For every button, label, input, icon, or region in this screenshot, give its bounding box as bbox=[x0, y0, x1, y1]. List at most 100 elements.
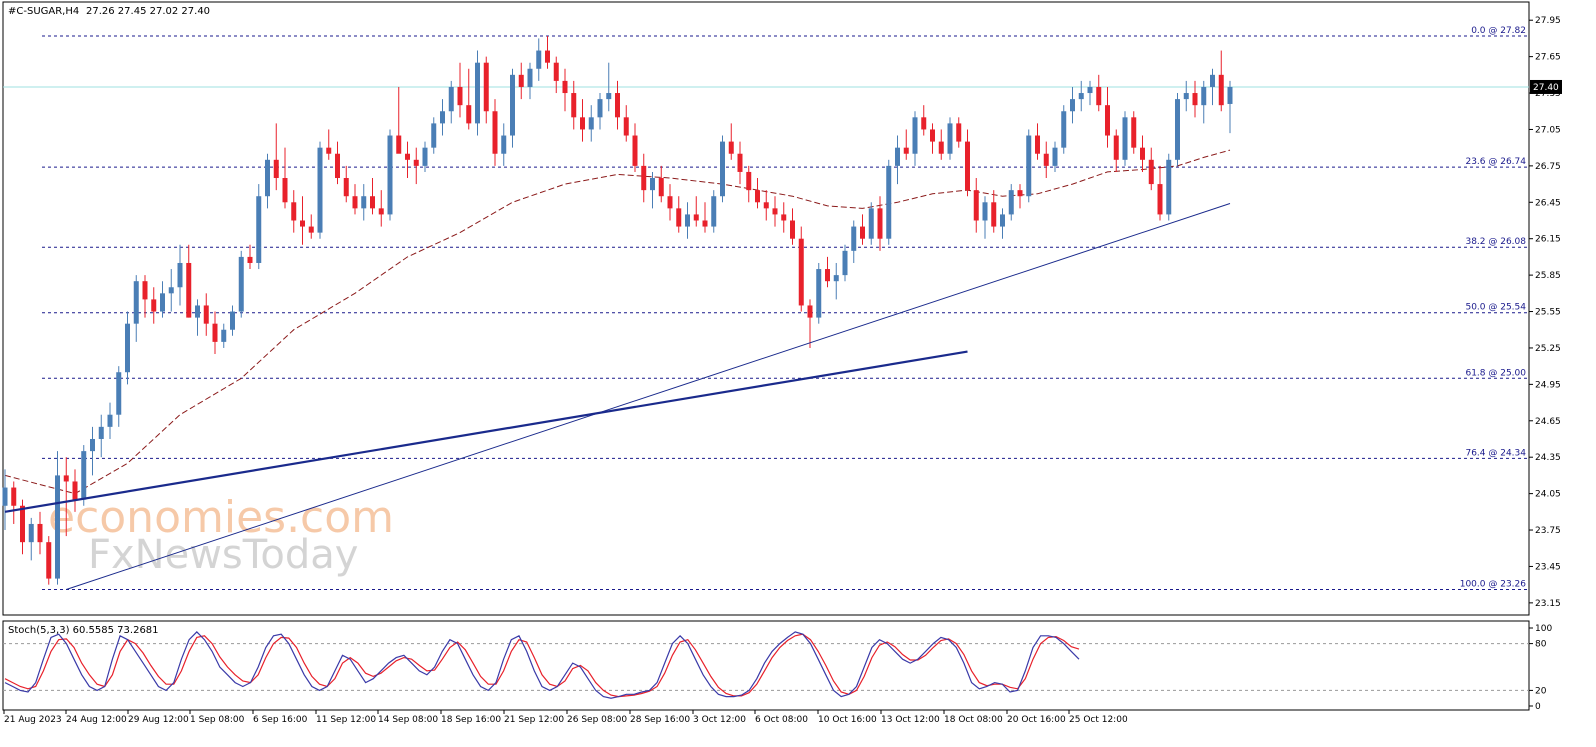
candle bbox=[755, 178, 760, 209]
candle bbox=[247, 244, 253, 270]
candle-body bbox=[466, 105, 472, 124]
candle-body bbox=[98, 426, 104, 439]
candle bbox=[1105, 86, 1110, 148]
candle bbox=[265, 153, 270, 209]
candle-body bbox=[1017, 190, 1023, 197]
candle-body bbox=[230, 311, 235, 330]
candle bbox=[273, 123, 279, 191]
candle bbox=[81, 445, 87, 506]
candle bbox=[825, 256, 830, 288]
candle-body bbox=[903, 147, 909, 154]
candle bbox=[440, 99, 445, 136]
trend-line bbox=[4, 350, 968, 513]
candle bbox=[947, 117, 953, 160]
time-tick-label: 1 Sep 08:00 bbox=[190, 715, 245, 725]
candle-body bbox=[448, 86, 454, 112]
candle bbox=[317, 141, 323, 239]
candle-body bbox=[1043, 153, 1049, 166]
candle-body bbox=[125, 323, 130, 373]
candle bbox=[483, 56, 489, 124]
candle bbox=[2, 469, 8, 531]
candle bbox=[466, 68, 472, 130]
candle bbox=[107, 402, 113, 439]
candle bbox=[492, 99, 498, 166]
time-axis: 21 Aug 2023 24 Aug 12:00 29 Aug 12:00 1 Sep… bbox=[3, 710, 1128, 725]
candle bbox=[597, 93, 603, 130]
candle-body bbox=[1008, 190, 1014, 215]
candle-body bbox=[1148, 159, 1154, 185]
candle-body bbox=[335, 153, 340, 179]
candle bbox=[518, 62, 524, 100]
time-tick-label: 21 Aug 2023 bbox=[4, 715, 62, 725]
candle-body bbox=[615, 93, 620, 118]
candle bbox=[650, 171, 655, 209]
candle bbox=[1000, 208, 1005, 239]
candle bbox=[658, 165, 664, 203]
candle-body bbox=[28, 523, 34, 543]
candle-body bbox=[1192, 93, 1198, 106]
time-tick-label: 3 Oct 12:00 bbox=[693, 715, 746, 725]
stoch-tick-label: 0 bbox=[1535, 702, 1541, 712]
candle bbox=[1017, 184, 1023, 209]
fib-level-label: 100.0 @ 23.26 bbox=[1460, 580, 1527, 590]
fib-level-label: 38.2 @ 26.08 bbox=[1465, 237, 1526, 247]
candle bbox=[711, 190, 717, 233]
candle bbox=[623, 105, 629, 142]
candle-body bbox=[90, 438, 95, 452]
candle-body bbox=[711, 196, 717, 227]
candle-body bbox=[763, 202, 769, 209]
stochastic-oscillator: 100 80 20 0 bbox=[3, 624, 1552, 712]
candle-body bbox=[133, 281, 139, 324]
candle-body bbox=[37, 523, 43, 543]
candle bbox=[300, 196, 305, 245]
candle-body bbox=[755, 190, 760, 203]
candle-body bbox=[982, 202, 988, 221]
candle-body bbox=[702, 220, 708, 227]
candle-body bbox=[868, 208, 874, 239]
candle bbox=[1175, 93, 1180, 166]
candle bbox=[860, 214, 865, 245]
candle bbox=[212, 311, 218, 355]
candle bbox=[1131, 111, 1137, 154]
price-tick-label: 25.25 bbox=[1535, 344, 1561, 354]
candle bbox=[98, 414, 104, 458]
candle bbox=[728, 123, 734, 160]
candle bbox=[562, 68, 568, 112]
candle bbox=[448, 80, 454, 124]
candle-body bbox=[1052, 147, 1058, 166]
fibonacci-levels: 0.0 @ 27.82 23.6 @ 26.74 38.2 @ 26.08 50.0 … bbox=[42, 26, 1529, 591]
stoch-signal-line bbox=[4, 633, 1080, 698]
candle-body bbox=[387, 135, 393, 215]
candle bbox=[737, 141, 743, 185]
candle bbox=[1122, 111, 1128, 166]
candle-body bbox=[405, 153, 410, 160]
price-tick-label: 25.85 bbox=[1535, 271, 1561, 281]
candle bbox=[991, 190, 997, 233]
candle bbox=[833, 262, 839, 300]
candle bbox=[457, 62, 463, 118]
candle bbox=[326, 129, 332, 160]
candle-body bbox=[965, 141, 970, 191]
candle bbox=[807, 299, 813, 348]
candle bbox=[133, 275, 139, 342]
candle-body bbox=[1227, 86, 1233, 104]
candle bbox=[536, 38, 542, 81]
candle bbox=[1035, 123, 1040, 160]
candle bbox=[1061, 105, 1067, 154]
fib-level-label: 23.6 @ 26.74 bbox=[1465, 157, 1526, 167]
candle-body bbox=[597, 99, 603, 118]
candle bbox=[895, 135, 900, 185]
candle-body bbox=[343, 178, 349, 197]
candle-body bbox=[693, 214, 699, 221]
candle bbox=[90, 426, 95, 476]
candle-body bbox=[440, 111, 445, 124]
candle-body bbox=[650, 178, 655, 191]
candle-body bbox=[1175, 99, 1180, 160]
candle bbox=[168, 269, 174, 312]
candle bbox=[965, 129, 970, 197]
candle-body bbox=[790, 220, 795, 239]
candle bbox=[877, 196, 883, 251]
candle bbox=[230, 305, 235, 336]
candle-body bbox=[720, 141, 725, 197]
